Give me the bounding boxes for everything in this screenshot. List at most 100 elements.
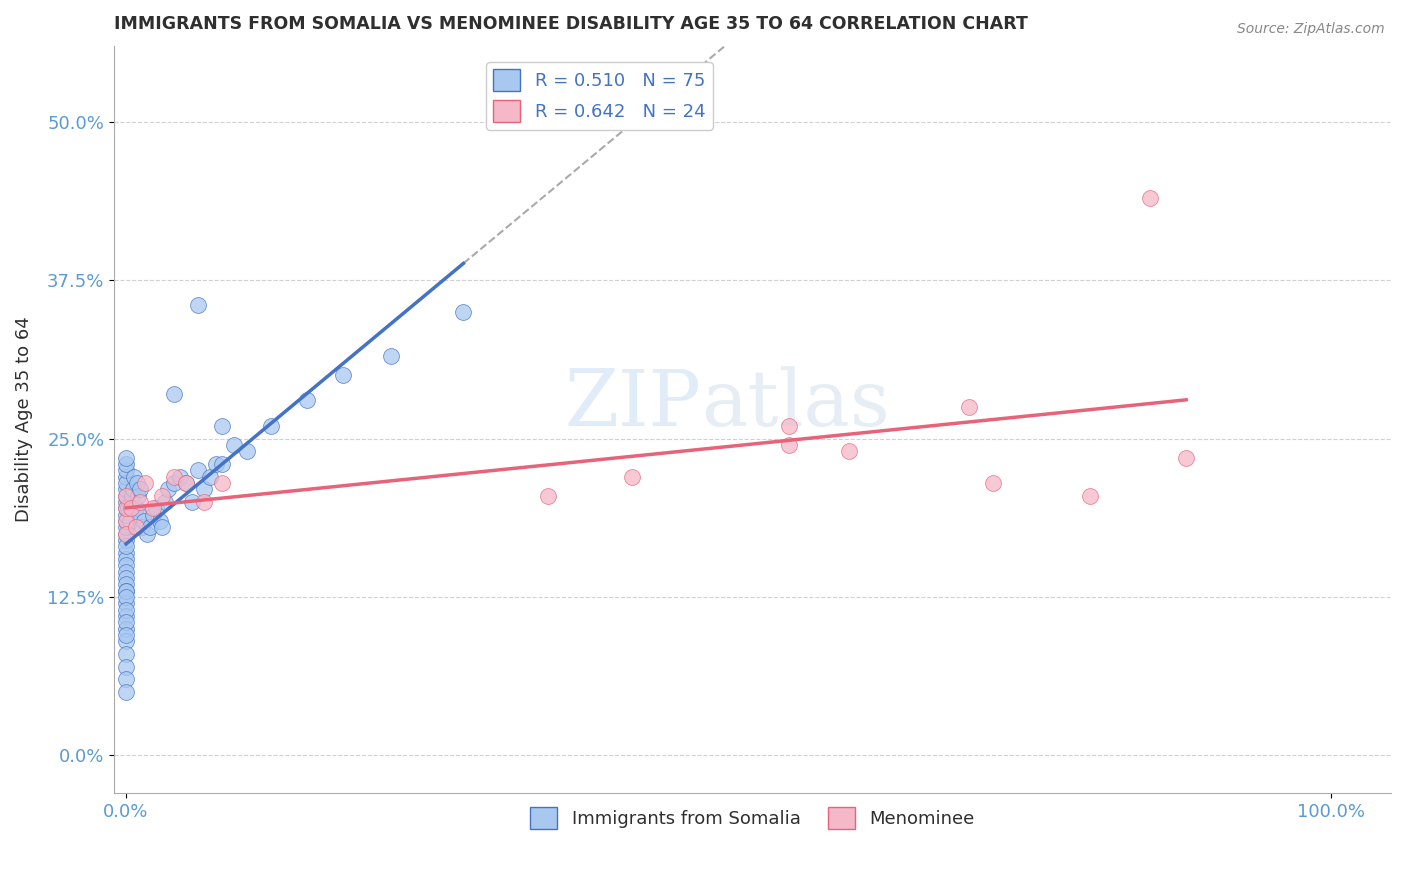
Point (141, 508, 163, 522)
Point (163, 387, 186, 401)
Point (115, 463, 138, 477)
Point (115, 501, 138, 516)
Point (115, 545, 138, 559)
Point (149, 514, 172, 528)
Text: atlas: atlas (702, 367, 890, 442)
Point (115, 622, 138, 636)
Point (115, 508, 138, 522)
Point (115, 634, 138, 648)
Point (115, 520, 138, 534)
Y-axis label: Disability Age 35 to 64: Disability Age 35 to 64 (15, 317, 32, 523)
Point (115, 514, 138, 528)
Point (122, 482, 145, 496)
Point (132, 514, 155, 528)
Point (115, 514, 138, 528)
Point (115, 628, 138, 642)
Point (115, 489, 138, 503)
Point (145, 501, 167, 516)
Point (118, 514, 141, 528)
Point (295, 393, 318, 408)
Point (235, 444, 257, 458)
Point (169, 469, 191, 483)
Point (115, 571, 138, 585)
Point (115, 482, 138, 496)
Point (115, 469, 138, 483)
Point (211, 418, 233, 433)
Point (115, 602, 138, 616)
Point (120, 501, 142, 516)
Point (131, 520, 153, 534)
Point (211, 475, 233, 490)
Point (621, 469, 644, 483)
Point (127, 489, 149, 503)
Point (115, 590, 138, 604)
Point (115, 558, 138, 573)
Point (129, 495, 152, 509)
Point (150, 520, 173, 534)
Point (778, 418, 800, 433)
Point (193, 482, 215, 496)
Point (1175, 450, 1198, 465)
Point (115, 659, 138, 673)
Point (778, 438, 800, 452)
Point (115, 475, 138, 490)
Point (115, 495, 138, 509)
Point (124, 520, 146, 534)
Point (537, 489, 560, 503)
Point (153, 495, 176, 509)
Point (128, 508, 150, 522)
Point (115, 685, 138, 699)
Point (115, 526, 138, 541)
Text: ZIP: ZIP (565, 367, 702, 442)
Point (1139, 191, 1161, 205)
Point (211, 457, 233, 471)
Text: IMMIGRANTS FROM SOMALIA VS MENOMINEE DISABILITY AGE 35 TO 64 CORRELATION CHART: IMMIGRANTS FROM SOMALIA VS MENOMINEE DIS… (114, 15, 1028, 33)
Point (141, 501, 163, 516)
Point (957, 400, 980, 414)
Point (259, 418, 281, 433)
Point (115, 577, 138, 591)
Point (115, 526, 138, 541)
Point (125, 475, 148, 490)
Point (115, 457, 138, 471)
Point (115, 673, 138, 687)
Text: Source: ZipAtlas.com: Source: ZipAtlas.com (1237, 22, 1385, 37)
Legend: Immigrants from Somalia, Menominee: Immigrants from Somalia, Menominee (523, 800, 981, 837)
Point (380, 349, 402, 363)
Point (224, 438, 246, 452)
Point (115, 583, 138, 598)
Point (453, 305, 475, 319)
Point (983, 475, 1005, 490)
Point (174, 475, 197, 490)
Point (1078, 489, 1101, 503)
Point (120, 495, 142, 509)
Point (157, 482, 180, 496)
Point (200, 469, 222, 483)
Point (139, 520, 162, 534)
Point (187, 298, 209, 312)
Point (332, 368, 354, 383)
Point (187, 463, 209, 477)
Point (174, 475, 197, 490)
Point (205, 457, 228, 471)
Point (124, 501, 146, 516)
Point (115, 609, 138, 624)
Point (129, 482, 152, 496)
Point (115, 615, 138, 630)
Point (115, 565, 138, 579)
Point (115, 501, 138, 516)
Point (124, 469, 146, 483)
Point (150, 489, 173, 503)
Point (115, 647, 138, 661)
Point (163, 469, 186, 483)
Point (115, 539, 138, 553)
Point (838, 444, 860, 458)
Point (115, 583, 138, 598)
Point (181, 495, 204, 509)
Point (134, 475, 156, 490)
Point (115, 533, 138, 547)
Point (115, 450, 138, 465)
Point (115, 552, 138, 566)
Point (163, 475, 186, 490)
Point (115, 489, 138, 503)
